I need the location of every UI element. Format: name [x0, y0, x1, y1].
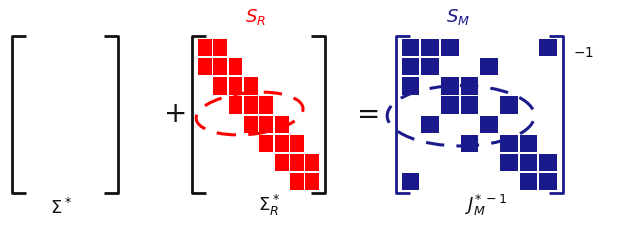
Bar [402, 173, 419, 190]
Bar [290, 154, 304, 171]
Bar [228, 58, 243, 75]
Bar [275, 116, 289, 133]
Bar [244, 116, 258, 133]
Bar [228, 77, 243, 95]
Bar [213, 77, 227, 95]
Bar [259, 135, 273, 152]
Bar [213, 58, 227, 75]
Bar [275, 154, 289, 171]
Bar [461, 77, 478, 95]
Text: $J_M^{*\,-1}$: $J_M^{*\,-1}$ [465, 193, 508, 218]
Bar [198, 58, 212, 75]
Bar [500, 96, 518, 114]
Bar [540, 39, 557, 56]
Bar [421, 39, 439, 56]
Bar [520, 154, 538, 171]
Bar [461, 135, 478, 152]
Bar [228, 96, 243, 114]
Bar [259, 96, 273, 114]
Bar [540, 154, 557, 171]
Bar [259, 116, 273, 133]
Text: $S_R$: $S_R$ [246, 7, 266, 27]
Bar [481, 58, 498, 75]
Bar [275, 135, 289, 152]
Text: $\Sigma^*$: $\Sigma^*$ [50, 198, 72, 218]
Bar [421, 58, 439, 75]
Bar [500, 154, 518, 171]
Bar [305, 154, 319, 171]
Bar [244, 77, 258, 95]
Bar [441, 39, 459, 56]
Bar [305, 173, 319, 190]
Bar [244, 96, 258, 114]
Text: $+$: $+$ [163, 99, 185, 128]
Bar [402, 39, 419, 56]
Bar [290, 173, 304, 190]
Bar [481, 116, 498, 133]
Bar [198, 39, 212, 56]
Bar [213, 39, 227, 56]
Bar [441, 96, 459, 114]
Bar [441, 77, 459, 95]
Bar [540, 173, 557, 190]
Bar [520, 135, 538, 152]
Bar [402, 58, 419, 75]
Bar [520, 173, 538, 190]
Bar [461, 96, 478, 114]
Bar [402, 77, 419, 95]
Text: $\Sigma_R^*$: $\Sigma_R^*$ [258, 193, 280, 218]
Text: $S_M$: $S_M$ [445, 7, 470, 27]
Bar [500, 135, 518, 152]
Text: $=$: $=$ [351, 99, 379, 128]
Bar [290, 135, 304, 152]
Bar [421, 116, 439, 133]
Text: $^{-1}$: $^{-1}$ [573, 47, 594, 66]
